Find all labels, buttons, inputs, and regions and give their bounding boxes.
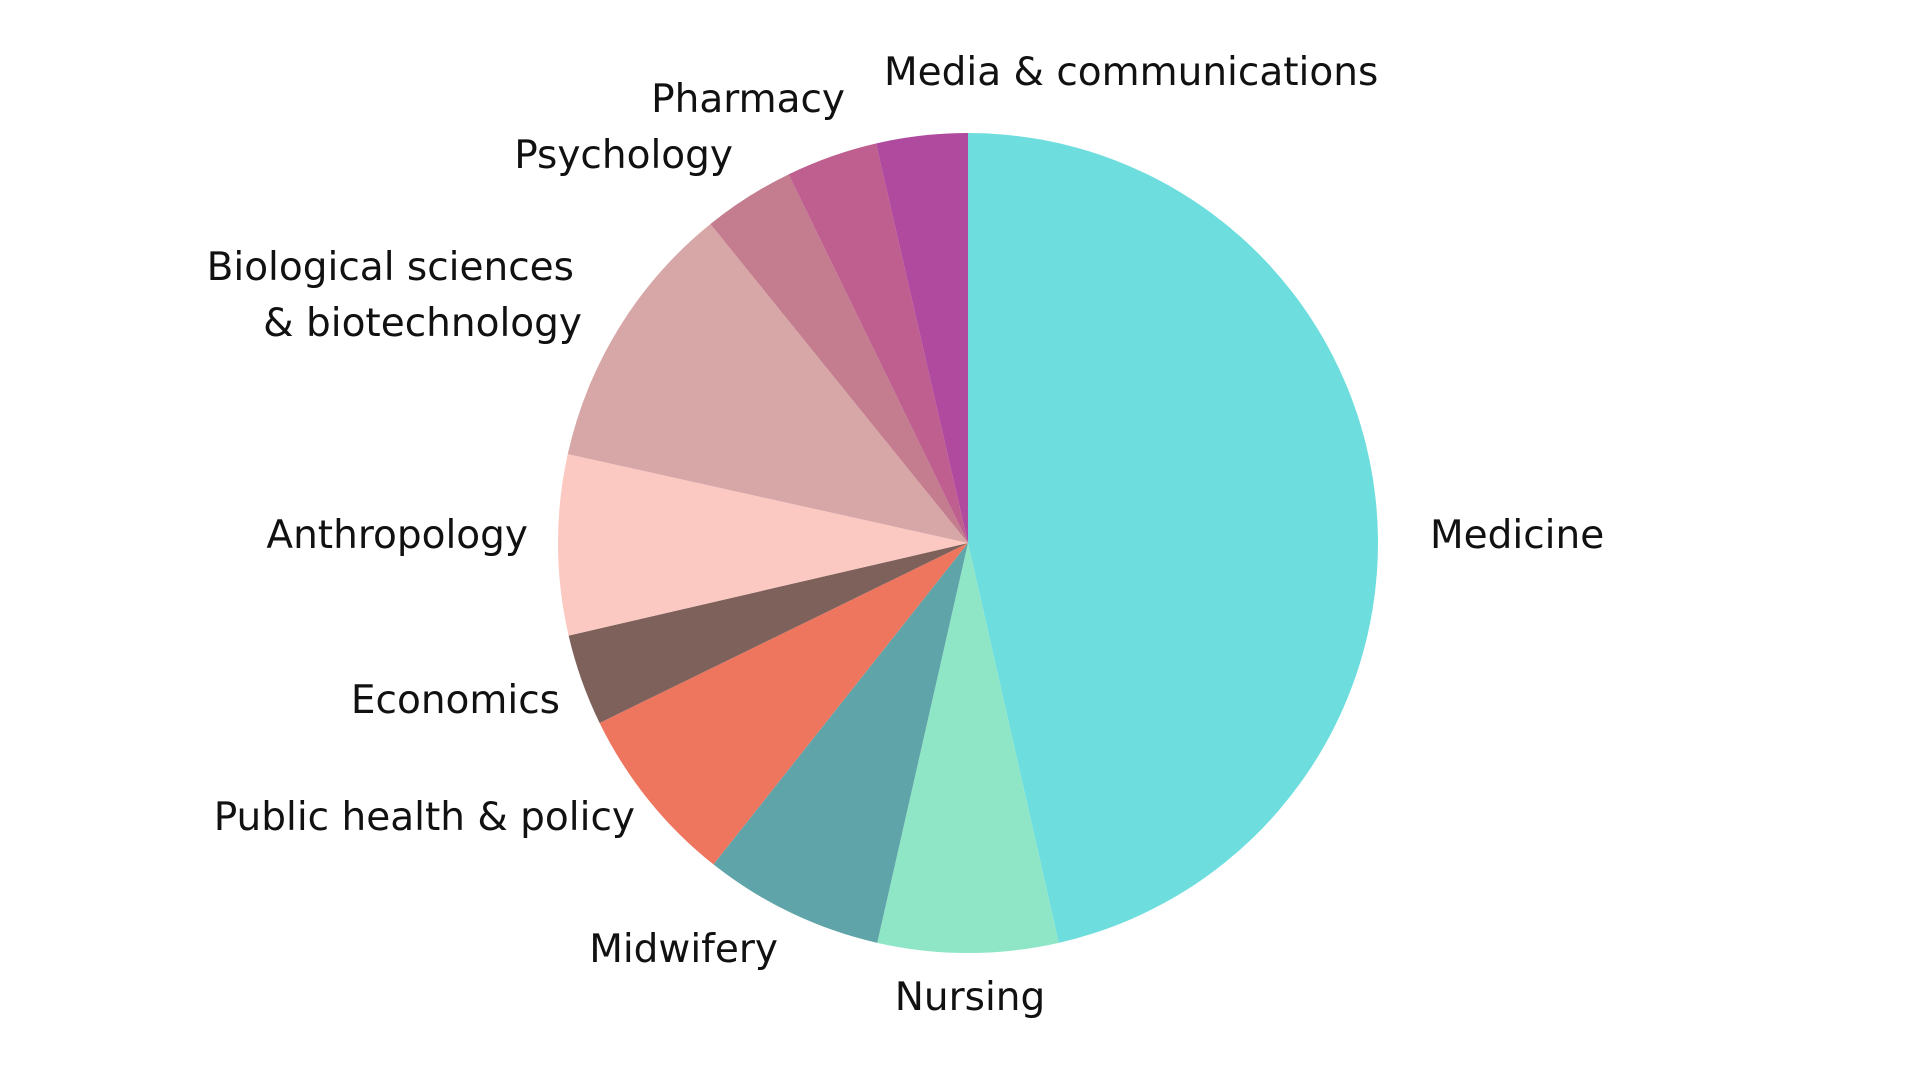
pie-slice-public-health-policy	[599, 543, 968, 865]
pie-slice-psychology	[710, 174, 968, 543]
pie-slice-nursing	[877, 543, 1059, 953]
slice-label-anthropology: Anthropology	[266, 513, 528, 558]
slice-label-psychology: Psychology	[514, 133, 733, 178]
pie-slice-biological-sciences-biotechnology	[567, 224, 968, 543]
pie-slice-anthropology	[557, 454, 968, 636]
slice-label-medicine: Medicine	[1430, 513, 1604, 558]
pie-slice-midwifery	[713, 543, 968, 943]
pie-slice-medicine	[968, 133, 1378, 943]
slice-label-economics: Economics	[351, 678, 560, 723]
slice-label-pharmacy: Pharmacy	[651, 77, 845, 122]
slice-label-midwifery: Midwifery	[589, 927, 778, 972]
slice-label-public-health-policy: Public health & policy	[214, 795, 635, 840]
pie-slice-economics	[568, 543, 968, 723]
pie-slice-media-communications	[875, 133, 968, 543]
slice-label-nursing: Nursing	[895, 975, 1046, 1020]
pie-slices	[557, 133, 1378, 953]
slice-label-media-communications: Media & communications	[884, 50, 1378, 95]
slice-label-biological-sciences-biotechnology: Biological sciences & biotechnology	[207, 245, 582, 346]
slice-labels: Medicine Nursing Midwifery Public health & …	[207, 50, 1605, 1020]
pie-slice-pharmacy	[788, 143, 968, 543]
